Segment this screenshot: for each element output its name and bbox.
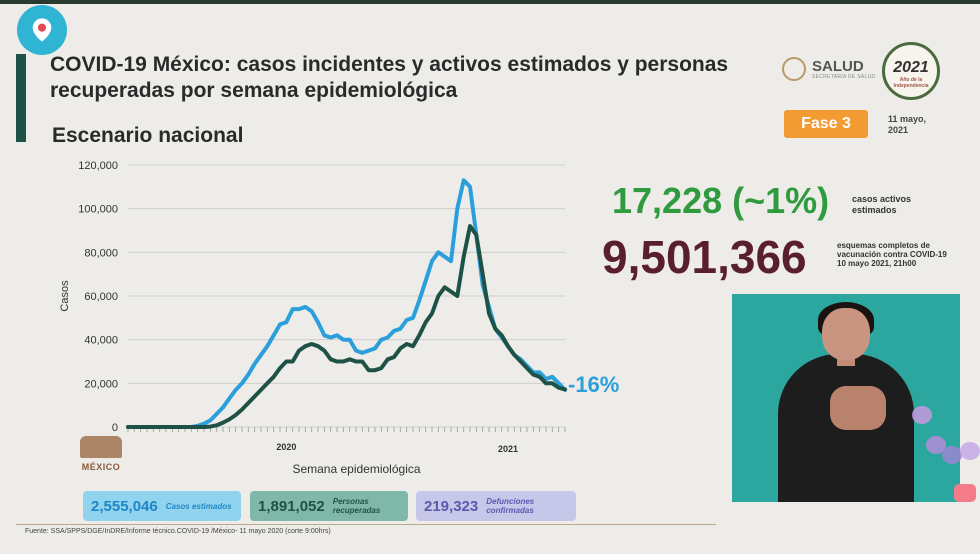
mexico-2021-logo: 2021 Año de la Independencia	[882, 42, 940, 100]
legend-label: Defunciones confirmadas	[486, 497, 535, 515]
top-bar	[0, 0, 980, 4]
legend-number: 2,555,046	[91, 497, 158, 515]
y-tick-label: 40,000	[84, 335, 118, 347]
periscope-icon[interactable]	[17, 5, 67, 55]
active-cases-label: casos activos estimados	[852, 194, 912, 215]
x-group-label: 2021	[498, 444, 518, 454]
salud-subtitle: SECRETARÍA DE SALUD	[812, 73, 876, 80]
vaccination-date: 10 mayo 2021, 21h00	[837, 259, 917, 268]
mx2021-year: 2021	[893, 59, 929, 76]
y-tick-label: 60,000	[84, 291, 118, 303]
y-tick-label: 20,000	[84, 378, 118, 390]
y-tick-label: 0	[112, 422, 118, 434]
gobierno-mexico-logo: MÉXICO	[76, 436, 126, 474]
mx2021-subtitle: Año de la Independencia	[893, 77, 929, 89]
y-tick-label: 80,000	[84, 247, 118, 259]
mexico-logo-text: MÉXICO	[81, 462, 121, 472]
vaccination-label: esquemas completos de vacunación contra …	[837, 241, 957, 268]
legend-number: 1,891,052	[258, 497, 325, 515]
title-accent-bar	[16, 54, 26, 142]
interpreter-head	[822, 308, 870, 360]
sign-language-interpreter-video	[732, 294, 960, 502]
series-line-personas-recuperadas	[126, 224, 567, 429]
legend-number: 219,323	[424, 497, 479, 515]
legend-casos-estimados: 2,555,046 Casos estimados	[83, 491, 241, 521]
legend-label: Personas recuperadas	[332, 497, 381, 515]
source-divider	[16, 524, 716, 525]
legend-personas-recuperadas: 1,891,052 Personas recuperadas	[250, 491, 408, 521]
page-title: COVID-19 México: casos incidentes y acti…	[50, 53, 729, 102]
vaccination-number: 9,501,366	[602, 231, 807, 283]
salud-seal-icon	[782, 57, 806, 81]
change-percent-label: -16%	[568, 372, 620, 397]
salud-name: SALUD	[812, 57, 864, 75]
report-date: 11 mayo, 2021	[888, 114, 927, 135]
vaccination-label-text: esquemas completos de vacunación contra …	[837, 241, 947, 259]
interpreter-hands	[830, 386, 886, 430]
y-tick-label: 120,000	[78, 160, 118, 172]
salud-logo: SALUD SECRETARÍA DE SALUD	[782, 57, 875, 81]
heart-icon	[912, 406, 932, 424]
fase-badge: Fase 3	[784, 110, 868, 138]
hearts-reaction-icon	[906, 402, 980, 512]
source-note: Fuente: SSA/SPPS/DGE/InDRE/Informe técni…	[25, 528, 331, 535]
heart-icon	[926, 436, 946, 454]
active-cases-number: 17,228 (~1%)	[612, 180, 830, 221]
legend-label: Casos estimados	[165, 501, 232, 511]
mexico-logo-figures	[80, 436, 122, 458]
y-axis-title: Casos	[59, 280, 71, 312]
x-group-label: 2020	[276, 442, 296, 452]
page-subtitle: Escenario nacional	[52, 124, 244, 147]
heart-icon	[960, 442, 980, 460]
camera-icon[interactable]	[954, 484, 976, 502]
legend-defunciones-confirmadas: 219,323 Defunciones confirmadas	[416, 491, 576, 521]
y-tick-label: 100,000	[78, 204, 118, 216]
x-axis-title: Semana epidemiológica	[292, 462, 420, 476]
series-line-casos-estimados	[126, 178, 567, 429]
heart-icon	[942, 446, 962, 464]
